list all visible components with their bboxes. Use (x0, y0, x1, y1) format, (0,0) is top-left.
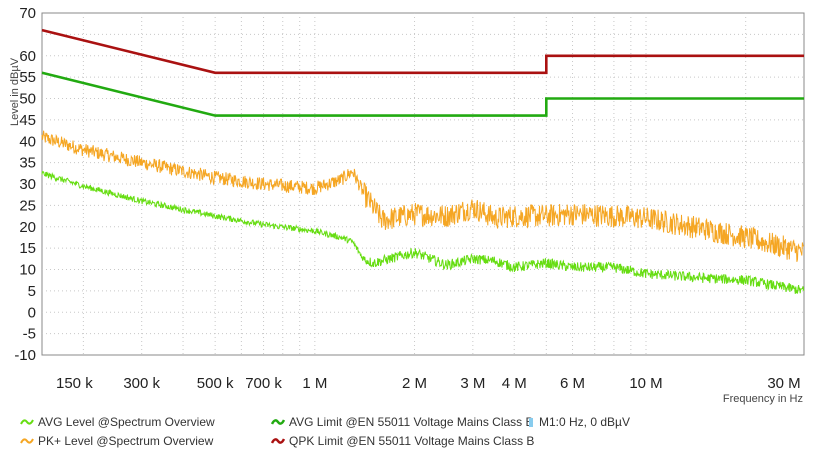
measurement-trace (41, 170, 805, 294)
legend-item-qpk-limit: QPK Limit @EN 55011 Voltage Mains Class … (271, 434, 534, 448)
wave-icon (271, 438, 285, 444)
wave-icon (20, 419, 34, 425)
y-tick-labels: -10 -5 0 5 10 15 20 25 30 35 40 45 50 55 60 70 (14, 5, 36, 364)
y-tick-label: 35 (19, 155, 36, 172)
y-tick-label: -5 (23, 326, 36, 343)
x-tick-label: 300 k (123, 375, 160, 392)
y-tick-label: 50 (19, 91, 36, 108)
limit-line (41, 71, 804, 117)
y-tick-label: 30 (19, 176, 36, 193)
legend-item-marker: M1:0 Hz, 0 dBµV (529, 415, 630, 429)
x-tick-label: 30 M (767, 375, 800, 392)
x-tick-label: 1 M (302, 375, 327, 392)
x-tick-label: 10 M (629, 375, 662, 392)
y-tick-label: 15 (19, 240, 36, 257)
x-tick-label: 3 M (460, 375, 485, 392)
y-tick-label: 25 (19, 197, 36, 214)
legend-label-avg-limit: AVG Limit @EN 55011 Voltage Mains Class … (289, 415, 534, 429)
x-tick-label: 500 k (197, 375, 234, 392)
y-tick-label: 55 (19, 69, 36, 86)
wave-icon (271, 419, 285, 425)
y-tick-label: 20 (19, 219, 36, 236)
legend-label-marker: M1:0 Hz, 0 dBµV (539, 415, 630, 429)
y-tick-label: 0 (28, 304, 36, 321)
y-axis-title: Level in dBµV (9, 57, 21, 126)
y-tick-label: 40 (19, 133, 36, 150)
legend-item-pk-level: PK+ Level @Spectrum Overview (20, 434, 213, 448)
measurement-trace (41, 130, 804, 262)
marker-icon (529, 417, 533, 427)
x-tick-label: 150 k (56, 375, 93, 392)
x-tick-label: 4 M (502, 375, 527, 392)
legend-label-pk-level: PK+ Level @Spectrum Overview (38, 434, 214, 448)
limit-line (41, 28, 804, 75)
series-group (41, 28, 805, 294)
y-tick-label: 45 (19, 112, 36, 129)
y-tick-label: -10 (14, 347, 36, 364)
y-tick-label: 60 (19, 48, 36, 65)
x-tick-label: 2 M (402, 375, 427, 392)
y-tick-label: 5 (28, 283, 36, 300)
x-tick-label: 6 M (560, 375, 585, 392)
wave-icon (20, 438, 34, 444)
x-tick-labels: 150 k 300 k 500 k 700 k 1 M 2 M 3 M 4 M 6 M 10 M 3… (56, 375, 801, 392)
legend-label-qpk-limit: QPK Limit @EN 55011 Voltage Mains Class … (289, 434, 535, 448)
x-axis-title: Frequency in Hz (723, 393, 803, 405)
x-tick-label: 700 k (245, 375, 282, 392)
legend-label-avg-level: AVG Level @Spectrum Overview (38, 415, 215, 429)
legend-item-avg-limit: AVG Limit @EN 55011 Voltage Mains Class … (271, 415, 534, 429)
y-tick-label: 70 (19, 5, 36, 22)
y-tick-label: 10 (19, 262, 36, 279)
legend-item-avg-level: AVG Level @Spectrum Overview (20, 415, 215, 429)
